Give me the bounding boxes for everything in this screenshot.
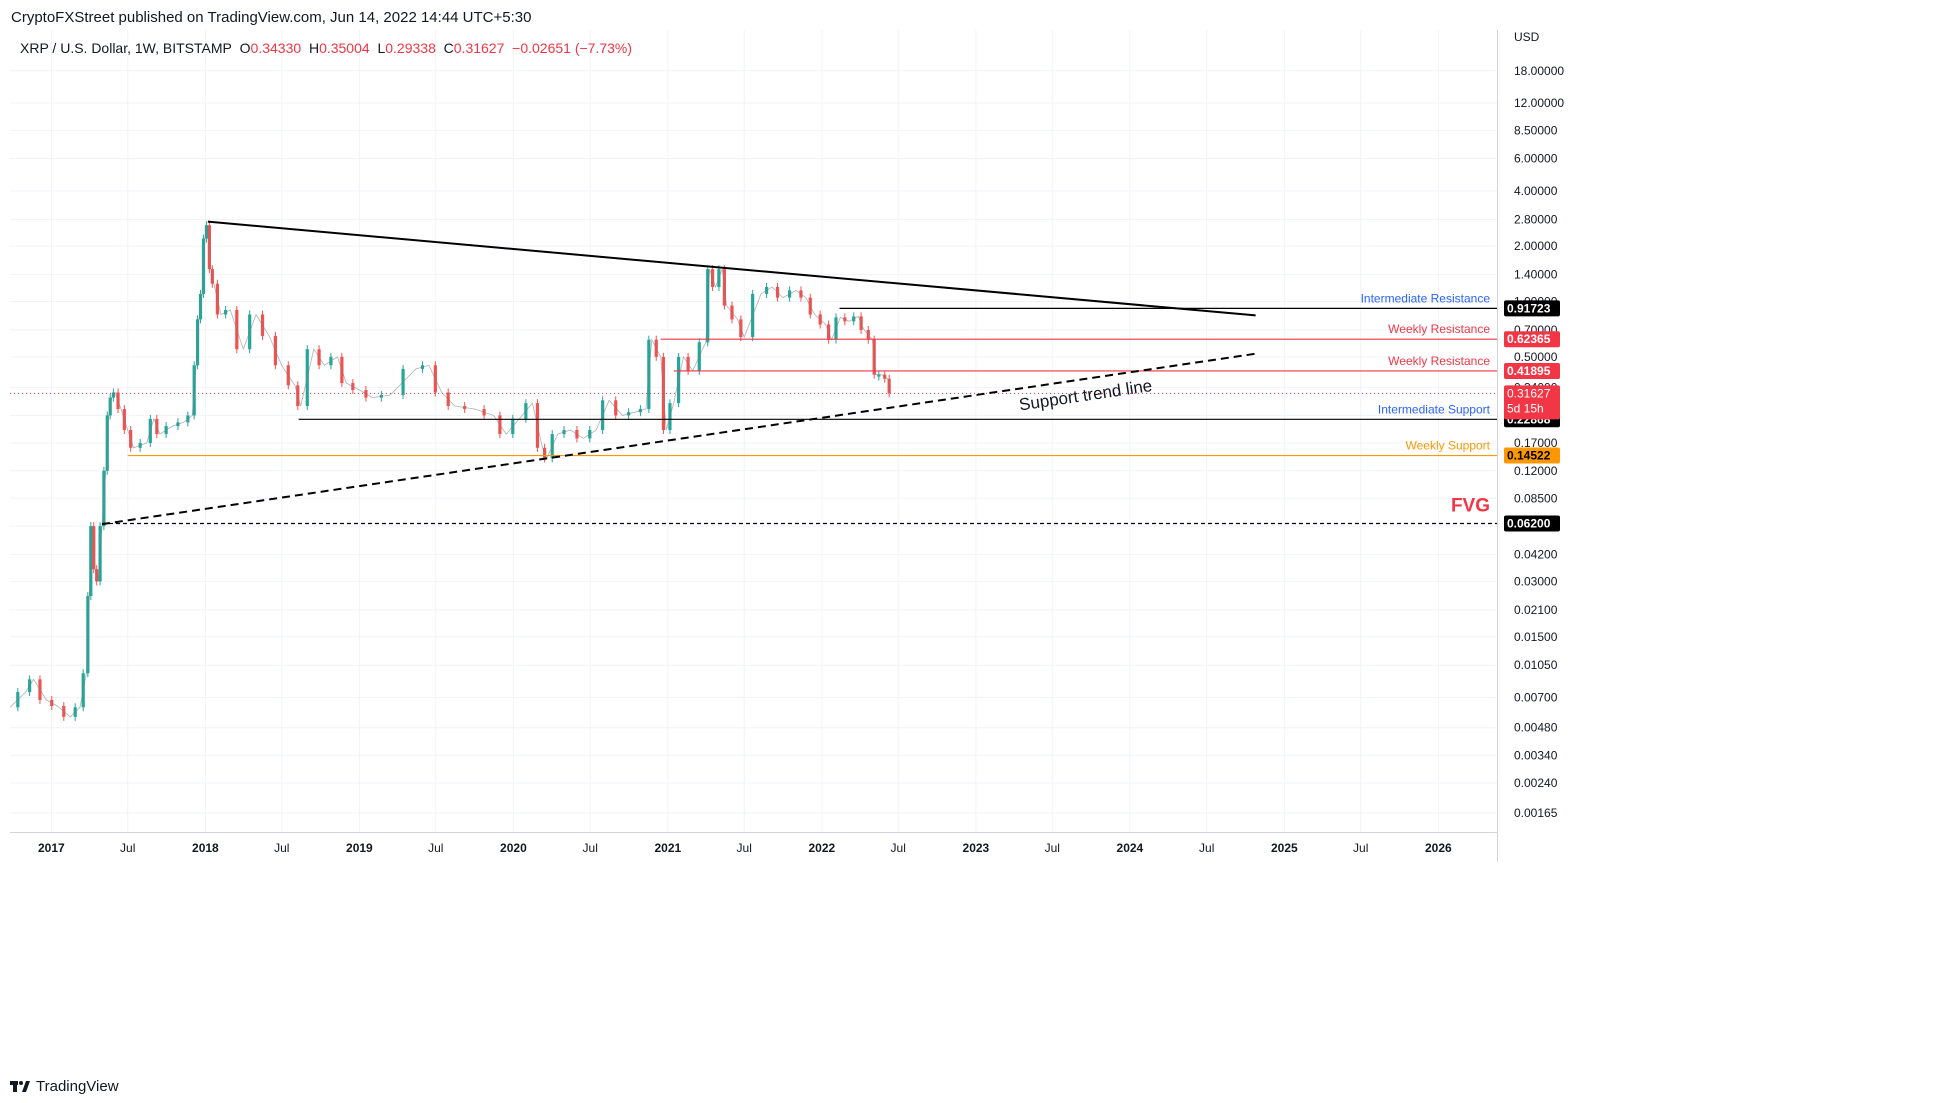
price-tick-label: 12.00000 <box>1514 96 1564 110</box>
time-tick-label: Jul <box>428 841 443 855</box>
level-label: FVG <box>1451 495 1490 516</box>
level-label: Intermediate Resistance <box>1361 291 1491 305</box>
price-tick-label: 0.00240 <box>1514 776 1558 790</box>
price-tick-label: 2.80000 <box>1514 212 1558 226</box>
low-label: L <box>377 40 386 56</box>
price-candle-body[interactable] <box>877 374 881 377</box>
close-label: C <box>443 40 454 56</box>
level-price-tag[interactable] <box>1504 515 1560 532</box>
current-price-tag[interactable] <box>1504 385 1560 420</box>
descending-resistance[interactable] <box>207 220 1256 317</box>
price-tick-label: 6.00000 <box>1514 151 1558 165</box>
price-tick-label: 0.12000 <box>1514 464 1558 478</box>
price-tick-label: 1.40000 <box>1514 268 1558 282</box>
tradingview-logo-icon <box>10 1081 30 1092</box>
time-tick-label: 2019 <box>346 841 373 855</box>
low-value: 0.29338 <box>385 40 436 56</box>
time-tick-label: Jul <box>274 841 289 855</box>
level-price-tag-text: 0.62365 <box>1507 332 1551 346</box>
publisher-text: CryptoFXStreet published on TradingView.… <box>11 9 532 26</box>
level-label: Intermediate Support <box>1378 402 1491 416</box>
level-price-tag-text: 0.91723 <box>1507 301 1551 315</box>
price-tick-label: 0.03000 <box>1514 574 1558 588</box>
chart-area[interactable]: USD 18.00000 12.00000 8.50000 6.00000 4.00000… <box>10 30 1940 1070</box>
level-price-tag[interactable] <box>1504 331 1560 348</box>
symbol-legend: XRP / U.S. Dollar, 1W, BITSTAMP O0.34330… <box>20 40 632 56</box>
price-tick-label: 0.50000 <box>1514 350 1558 364</box>
time-tick-label: 2022 <box>809 841 836 855</box>
price-tick-label: 0.00700 <box>1514 691 1558 705</box>
high-value: 0.35004 <box>319 40 370 56</box>
current-price-tag-text: 0.31627 <box>1507 386 1551 400</box>
time-tick-label: 2017 <box>38 841 65 855</box>
level-price-tag[interactable] <box>1504 362 1560 379</box>
price-tick-label: 0.01500 <box>1514 630 1558 644</box>
chart-svg[interactable]: USD 18.00000 12.00000 8.50000 6.00000 4.00000… <box>10 30 1940 1070</box>
price-axis-currency: USD <box>1514 30 1540 44</box>
price-tick-label: 0.02100 <box>1514 603 1558 617</box>
time-tick-label: 2018 <box>192 841 219 855</box>
price-tick-label: 2.00000 <box>1514 239 1558 253</box>
level-label: Weekly Support <box>1406 439 1491 453</box>
time-tick-label: Jul <box>891 841 906 855</box>
tradingview-footer[interactable]: TradingView <box>10 1071 119 1101</box>
change-value: −0.02651 (−7.73%) <box>512 40 633 56</box>
price-tick-label: 0.00480 <box>1514 721 1558 735</box>
level-price-tag[interactable] <box>1504 447 1560 464</box>
price-tick-label: 0.00340 <box>1514 748 1558 762</box>
time-tick-label: 2026 <box>1425 841 1452 855</box>
open-label: O <box>239 40 251 56</box>
plot-background[interactable] <box>10 30 1930 872</box>
price-tick-label: 18.00000 <box>1514 64 1564 78</box>
time-tick-label: 2025 <box>1271 841 1298 855</box>
open-value: 0.34330 <box>250 40 302 56</box>
tradingview-brand: TradingView <box>36 1077 119 1095</box>
time-tick-label: Jul <box>583 841 598 855</box>
time-tick-label: 2024 <box>1117 841 1144 855</box>
level-price-tag-text: 0.41895 <box>1507 364 1551 378</box>
time-tick-label: 2020 <box>500 841 527 855</box>
price-tick-label: 4.00000 <box>1514 184 1558 198</box>
time-tick-label: Jul <box>1353 841 1368 855</box>
time-tick-label: 2021 <box>654 841 681 855</box>
current-price-countdown: 5d 15h <box>1507 401 1544 415</box>
publisher-bar: CryptoFXStreet published on TradingView.… <box>0 0 1940 30</box>
price-tick-label: 8.50000 <box>1514 124 1558 138</box>
level-label: Weekly Resistance <box>1388 322 1490 336</box>
price-tick-label: 0.04200 <box>1514 548 1558 562</box>
time-tick-label: Jul <box>1045 841 1060 855</box>
high-label: H <box>308 40 320 56</box>
price-tick-label: 0.17000 <box>1514 436 1558 450</box>
price-tick-label: 0.01050 <box>1514 658 1558 672</box>
level-label: Weekly Resistance <box>1388 354 1490 368</box>
time-tick-label: Jul <box>737 841 752 855</box>
price-tick-label: 0.00165 <box>1514 806 1558 820</box>
time-tick-label: Jul <box>120 841 135 855</box>
price-tick-label: 0.08500 <box>1514 491 1558 505</box>
close-value: 0.31627 <box>453 40 505 56</box>
level-price-tag-text: 0.06200 <box>1507 516 1551 530</box>
level-price-tag-text: 0.14522 <box>1507 449 1551 463</box>
time-tick-label: Jul <box>1199 841 1214 855</box>
level-price-tag[interactable] <box>1504 300 1560 317</box>
symbol-label[interactable]: XRP / U.S. Dollar, 1W, BITSTAMP <box>20 40 232 56</box>
time-tick-label: 2023 <box>963 841 990 855</box>
price-series-line[interactable] <box>10 225 891 718</box>
